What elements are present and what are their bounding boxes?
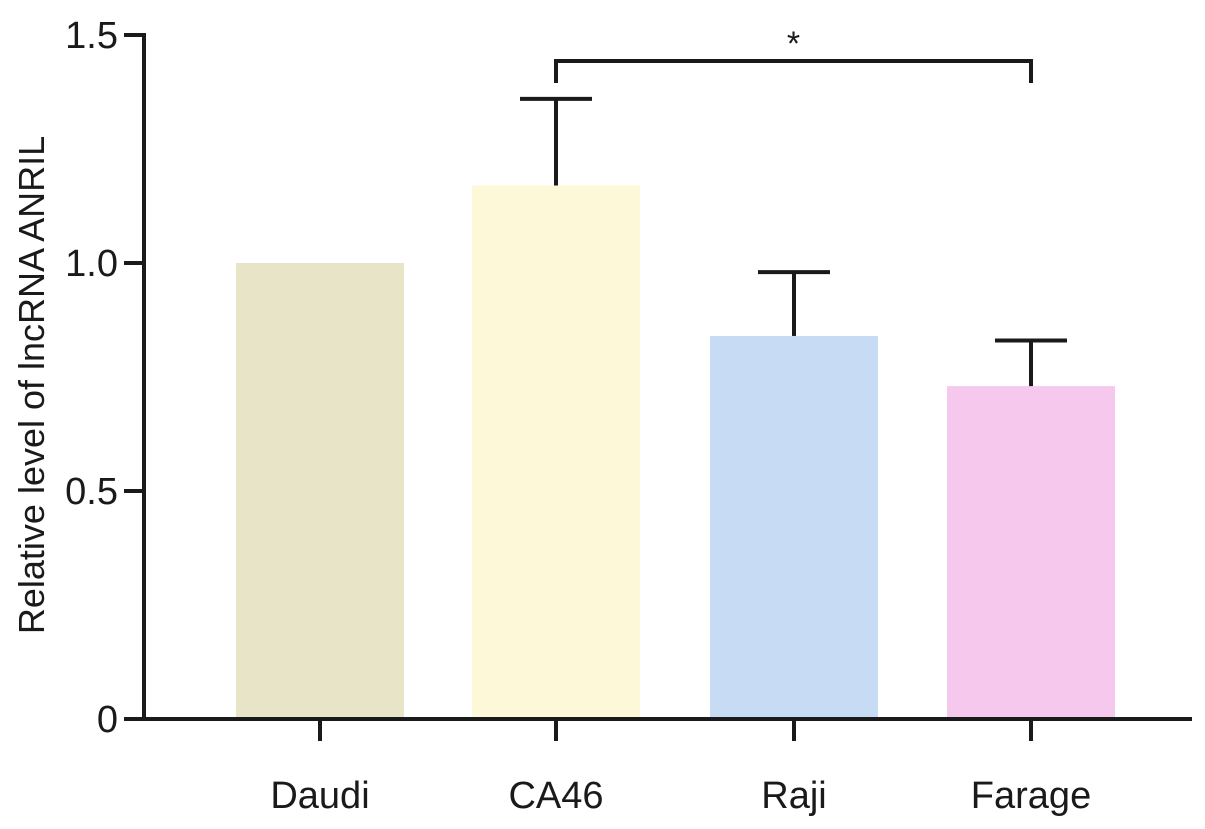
axes	[142, 33, 1192, 741]
y-ticks: 0 0.5 1.0 1.5	[65, 15, 144, 741]
bar-daudi	[236, 263, 404, 719]
significance-bracket	[554, 59, 1033, 83]
y-axis-label-group: Relative level of lncRNA ANRIL	[11, 136, 52, 634]
y-tick-label: 1.0	[65, 243, 118, 285]
x-category-label: CA46	[508, 775, 603, 817]
bar-raji	[710, 335, 878, 719]
significance-label: *	[787, 25, 800, 63]
bars	[236, 185, 1115, 720]
x-category-label: Daudi	[270, 775, 369, 817]
y-axis-label: Relative level of lncRNA ANRIL	[11, 136, 52, 634]
x-category-label: Farage	[971, 775, 1091, 817]
x-categories: Daudi CA46 Raji Farage	[270, 775, 1091, 817]
x-category-label: Raji	[761, 775, 826, 817]
error-bars	[520, 96, 1067, 387]
significance-annotations: *	[554, 25, 1033, 83]
bar-farage	[947, 386, 1115, 719]
y-tick-label: 1.5	[65, 15, 118, 57]
bar-ca46	[472, 185, 640, 720]
y-tick-label: 0	[97, 699, 118, 741]
y-tick-label: 0.5	[65, 471, 118, 513]
